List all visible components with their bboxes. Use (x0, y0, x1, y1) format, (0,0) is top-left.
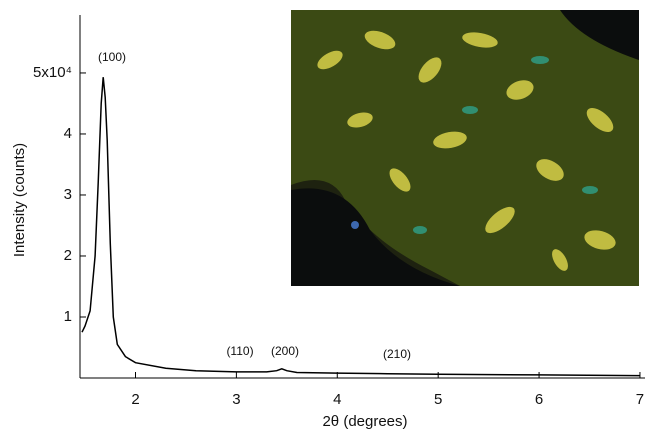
y-axis-title: Intensity (counts) (11, 143, 28, 257)
x-tick-label: 7 (636, 391, 644, 408)
x-axis-title: 2θ (degrees) (322, 413, 407, 430)
y-tick-label: 2 (64, 247, 72, 264)
data-line (81, 77, 641, 377)
peak-annotation: (210) (383, 347, 411, 361)
inset-crystals-teal (351, 56, 598, 234)
y-tick-label: 5x10⁴ (33, 64, 72, 81)
x-tick-label: 5 (434, 391, 442, 408)
x-tick-label: 4 (333, 391, 341, 408)
peak-annotation: (200) (271, 344, 299, 358)
y-tick-label: 3 (64, 186, 72, 203)
x-tick-label: 6 (535, 391, 543, 408)
peak-annotation: (110) (226, 344, 253, 358)
inset-image (291, 10, 639, 286)
inset-region (291, 10, 639, 286)
x-tick-label: 3 (232, 391, 240, 408)
y-tick-label: 4 (64, 125, 72, 142)
y-tick-label: 1 (64, 308, 72, 325)
x-tick-label: 2 (131, 391, 139, 408)
inset-dark (560, 10, 639, 60)
inset-crystals (317, 30, 616, 271)
peak-annotation: (100) (98, 50, 126, 64)
inset-dark (291, 188, 460, 286)
